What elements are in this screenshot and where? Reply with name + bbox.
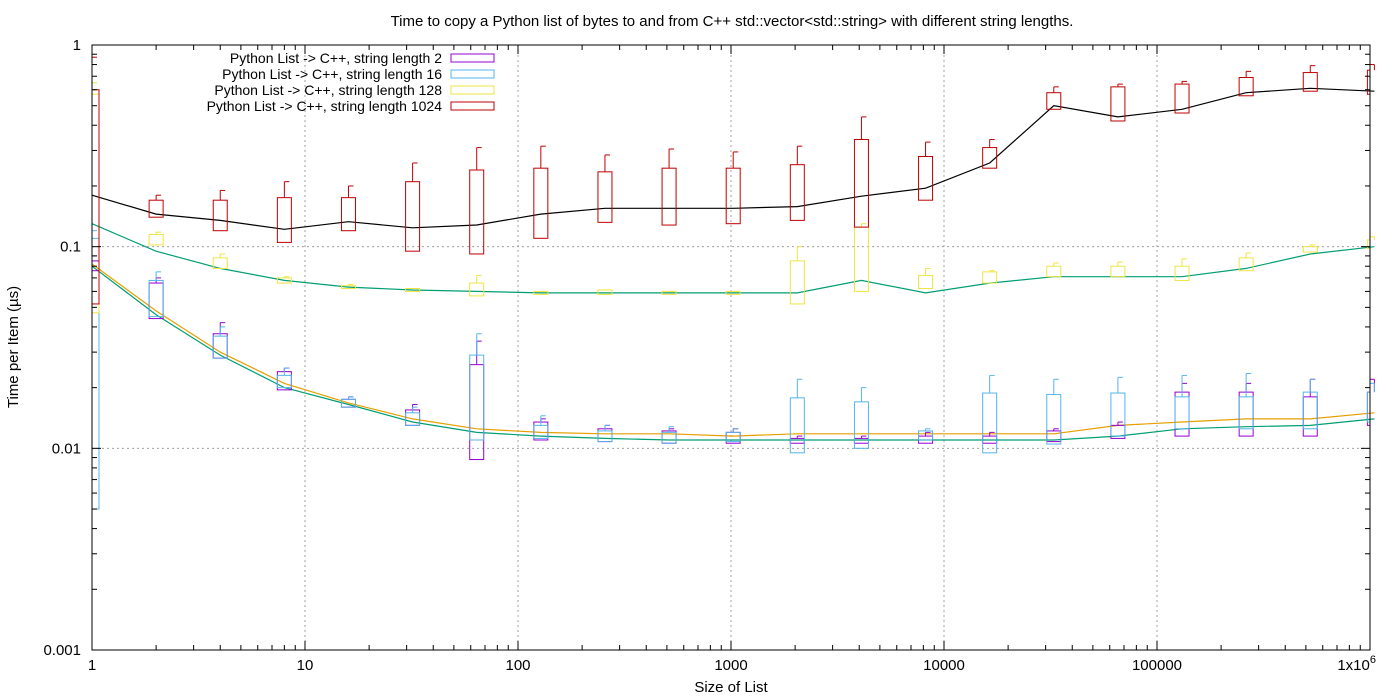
box <box>91 93 100 314</box>
legend: Python List -> C++, string length 2Pytho… <box>207 50 495 114</box>
y-tick-label: 0.1 <box>60 239 81 256</box>
box <box>469 282 485 297</box>
box <box>918 274 934 290</box>
legend-swatch <box>450 69 495 79</box>
legend-label: Python List -> C++, string length 128 <box>214 82 442 98</box>
box <box>1238 391 1254 437</box>
box <box>853 437 869 444</box>
box <box>1302 246 1318 253</box>
x-tick-label: 1x106 <box>1337 654 1376 674</box>
x-tick-label: 10000 <box>923 657 965 674</box>
box <box>597 289 613 295</box>
box <box>91 237 100 510</box>
median-lines <box>91 87 1375 441</box>
box <box>853 401 869 449</box>
box <box>1238 396 1254 430</box>
box <box>1110 392 1126 437</box>
axis-ticks: 1 10 100 1000 10000 100000 1x106 0.001 0.01 0.1 1 <box>43 37 1376 674</box>
box <box>469 354 485 441</box>
box <box>1046 393 1062 445</box>
box <box>725 167 741 225</box>
box <box>276 197 292 243</box>
x-tick-label: 1 <box>88 657 96 674</box>
box <box>469 364 485 461</box>
box <box>982 271 998 284</box>
y-tick-label: 0.01 <box>52 440 81 457</box>
box <box>340 197 356 232</box>
box <box>148 233 164 246</box>
box <box>789 437 805 444</box>
x-tick-superscript: 6 <box>1370 654 1376 666</box>
box-plots <box>91 56 1375 510</box>
box <box>789 397 805 454</box>
y-tick-label: 0.001 <box>43 642 81 659</box>
x-tick-label: 10 <box>297 657 314 674</box>
y-tick-label: 1 <box>73 37 81 54</box>
box <box>853 138 869 228</box>
grid <box>92 45 1370 650</box>
box <box>918 155 934 201</box>
box <box>148 282 164 320</box>
box <box>1302 396 1318 437</box>
x-tick-label: 100 <box>505 657 530 674</box>
x-tick-label: 100000 <box>1132 657 1182 674</box>
legend-swatch <box>450 101 495 111</box>
box <box>1174 83 1190 114</box>
x-axis-title: Size of List <box>694 679 768 696</box>
median-line <box>91 263 1375 437</box>
median-line <box>91 87 1375 230</box>
x-tick-label: 1000 <box>714 657 747 674</box>
legend-label: Python List -> C++, string length 16 <box>222 66 442 82</box>
box <box>982 392 998 454</box>
box <box>789 260 805 305</box>
chart-title: Time to copy a Python list of bytes to a… <box>391 13 1074 30</box>
legend-label: Python List -> C++, string length 1024 <box>207 98 443 114</box>
box <box>597 171 613 223</box>
median-line <box>91 223 1375 294</box>
box <box>1302 391 1318 430</box>
box <box>1174 265 1190 281</box>
box <box>789 164 805 221</box>
y-axis-title: Time per Item (µs) <box>5 286 22 408</box>
box <box>661 167 677 226</box>
box <box>405 181 421 252</box>
box <box>212 199 228 232</box>
legend-label: Python List -> C++, string length 2 <box>230 50 442 66</box>
median-line <box>91 265 1375 441</box>
box <box>533 167 549 239</box>
box <box>1174 396 1190 430</box>
box <box>597 430 613 443</box>
box <box>1046 265 1062 278</box>
legend-swatch <box>450 85 495 95</box>
box <box>469 169 485 255</box>
box <box>1110 265 1126 278</box>
legend-swatch <box>450 53 495 63</box>
